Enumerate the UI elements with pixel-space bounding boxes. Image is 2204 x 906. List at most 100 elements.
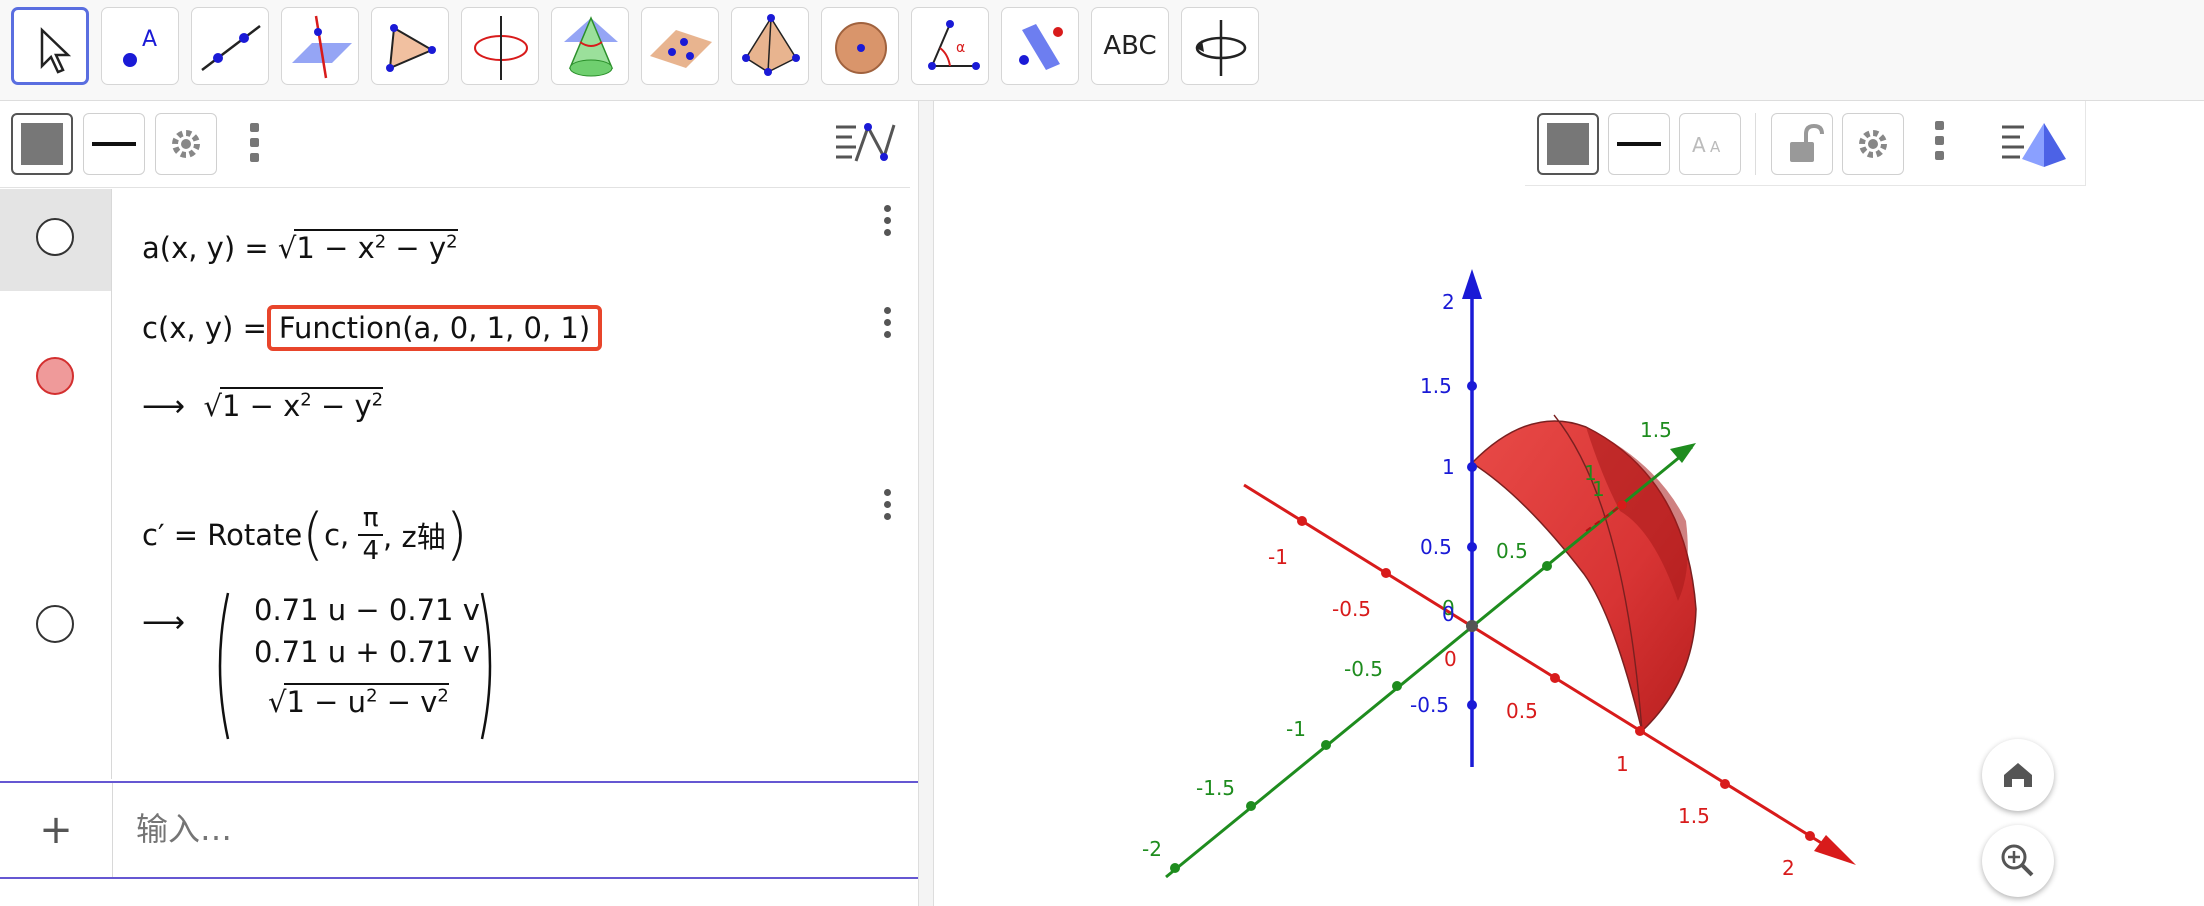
- line-style-button[interactable]: [1608, 113, 1670, 175]
- visibility-toggle-c-prime[interactable]: [36, 605, 74, 643]
- algebra-view: a(x, y) = √1 − x2 − y2 c(x, y) = Function…: [0, 101, 918, 906]
- reflect-tool[interactable]: [1001, 7, 1079, 85]
- lock-button[interactable]: [1771, 113, 1833, 175]
- visibility-toggle-c[interactable]: [36, 357, 74, 395]
- y-tick-label: 1: [1584, 461, 1597, 485]
- plane-points-icon: [650, 30, 712, 68]
- line-style-icon: [1617, 142, 1661, 146]
- home-view-button[interactable]: [1982, 739, 2054, 811]
- x-axis-arrow-icon: [1814, 835, 1856, 865]
- text-tool[interactable]: ABC: [1091, 7, 1169, 85]
- row-menu-icon[interactable]: [884, 489, 892, 525]
- settings-button[interactable]: [1842, 113, 1904, 175]
- svg-text:A: A: [142, 27, 157, 52]
- vector-component-z: √1 − u2 − v2: [268, 683, 449, 719]
- color-swatch-icon: [1547, 123, 1589, 165]
- y-tick-label: 0.5: [1496, 539, 1528, 563]
- angle-icon: α: [928, 20, 980, 70]
- gear-icon: [1859, 130, 1887, 158]
- algebra-row-a[interactable]: a(x, y) = √1 − x2 − y2: [0, 189, 918, 292]
- line-tool[interactable]: [191, 7, 269, 85]
- y-axis: -2 -1.5 -1 -0.5 0 0.5 1 1.5: [1142, 418, 1696, 879]
- definition-c-prime: c′ = Rotate ( c, π 4 , z轴 ): [142, 502, 468, 568]
- point-icon: A: [123, 27, 157, 67]
- row-menu-icon[interactable]: [884, 307, 892, 343]
- pyramid-tool[interactable]: [731, 7, 809, 85]
- y-tick-label: -1: [1286, 717, 1306, 741]
- view-divider[interactable]: [918, 101, 934, 906]
- circle-axis-tool[interactable]: [461, 7, 539, 85]
- z-tick-label: 0: [1442, 602, 1455, 626]
- y-tick-label: 1.5: [1640, 418, 1672, 442]
- zoom-button[interactable]: [1982, 825, 2054, 897]
- x-tick-label: 0.5: [1506, 699, 1538, 723]
- x-tick-label: 2: [1782, 856, 1795, 880]
- gear-icon: [172, 130, 200, 158]
- polygon-tool[interactable]: [371, 7, 449, 85]
- main-toolbar: A α ABC: [0, 0, 2204, 101]
- move-tool[interactable]: [11, 7, 89, 85]
- cone-tool[interactable]: [551, 7, 629, 85]
- y-tick-label: 0: [1442, 596, 1455, 620]
- visibility-toggle-a[interactable]: [36, 218, 74, 256]
- reflect-plane-icon: [1019, 24, 1063, 70]
- sphere-icon: [835, 22, 887, 74]
- row-marker: [0, 291, 112, 473]
- x-tick-label: -1: [1268, 545, 1288, 569]
- point-tool[interactable]: A: [101, 7, 179, 85]
- y-tick-label: -2: [1142, 837, 1162, 861]
- circle-axis-icon: [474, 16, 528, 80]
- algebra-style-bar: [0, 101, 910, 188]
- x-axis: -1 -0.5 0 0.5 1 1.5 2: [1243, 483, 1856, 880]
- sphere-tool[interactable]: [821, 7, 899, 85]
- algebra-input[interactable]: [134, 803, 838, 855]
- perpendicular-line-tool[interactable]: [281, 7, 359, 85]
- row-menu-icon[interactable]: [884, 205, 892, 241]
- zoom-in-icon: [2001, 844, 2034, 877]
- cone-icon: [564, 16, 618, 77]
- algebra-input-row[interactable]: +: [0, 781, 918, 879]
- view-perspective-icon[interactable]: [2000, 119, 2070, 169]
- line-style-icon: [92, 142, 136, 146]
- x-tick-label: 0: [1444, 647, 1457, 671]
- algebra-row-c[interactable]: c(x, y) = Function(a, 0, 1, 0, 1) ⟶ √1 − …: [0, 291, 918, 474]
- line-icon: [201, 25, 261, 71]
- fill-color-button[interactable]: [1537, 113, 1599, 175]
- color-swatch-icon: [21, 123, 63, 165]
- row-marker: [0, 473, 112, 779]
- fill-color-button[interactable]: [11, 113, 73, 175]
- algebra-row-c-prime[interactable]: c′ = Rotate ( c, π 4 , z轴 ) ⟶ 0.71 u − 0…: [0, 473, 918, 779]
- value-c: ⟶ √1 − x2 − y2: [142, 387, 384, 424]
- x-tick-label: -0.5: [1332, 597, 1371, 621]
- perpendicular-plane-icon: [292, 15, 352, 79]
- z-tick-label: 2: [1442, 290, 1455, 314]
- surface-grid-line: [1553, 414, 1643, 732]
- rotate-view-tool[interactable]: [1181, 7, 1259, 85]
- svg-text:α: α: [956, 40, 965, 56]
- angle-tool[interactable]: α: [911, 7, 989, 85]
- x-tick-label: 1: [1616, 752, 1629, 776]
- definition-c: c(x, y) = Function(a, 0, 1, 0, 1): [142, 305, 603, 351]
- settings-button[interactable]: [155, 113, 217, 175]
- formula-a: a(x, y) = √1 − x2 − y2: [142, 229, 458, 265]
- add-icon[interactable]: +: [0, 783, 113, 877]
- highlighted-input[interactable]: Function(a, 0, 1, 0, 1): [266, 305, 603, 351]
- algebra-description-icon[interactable]: [834, 121, 900, 167]
- y-tick-label: -1.5: [1196, 776, 1235, 800]
- scene-3d[interactable]: -1 -0.5 0 0.5 1 1.5 2 -2 -1.5 -1 -0.5 0: [934, 101, 2204, 906]
- y-tick-label: -0.5: [1344, 657, 1383, 681]
- more-menu-icon[interactable]: [250, 123, 260, 162]
- row-marker: [0, 189, 112, 291]
- svg-text:A: A: [1710, 138, 1721, 156]
- y-axis-arrow-icon: [1670, 443, 1696, 463]
- line-style-button[interactable]: [83, 113, 145, 175]
- more-menu-icon[interactable]: [1935, 121, 1945, 160]
- z-tick-label: 1.5: [1420, 374, 1452, 398]
- arrow-c-prime: ⟶: [142, 605, 186, 640]
- text-icon: ABC: [1103, 31, 1157, 61]
- plane-tool[interactable]: [641, 7, 719, 85]
- x-tick-label: 1.5: [1678, 804, 1710, 828]
